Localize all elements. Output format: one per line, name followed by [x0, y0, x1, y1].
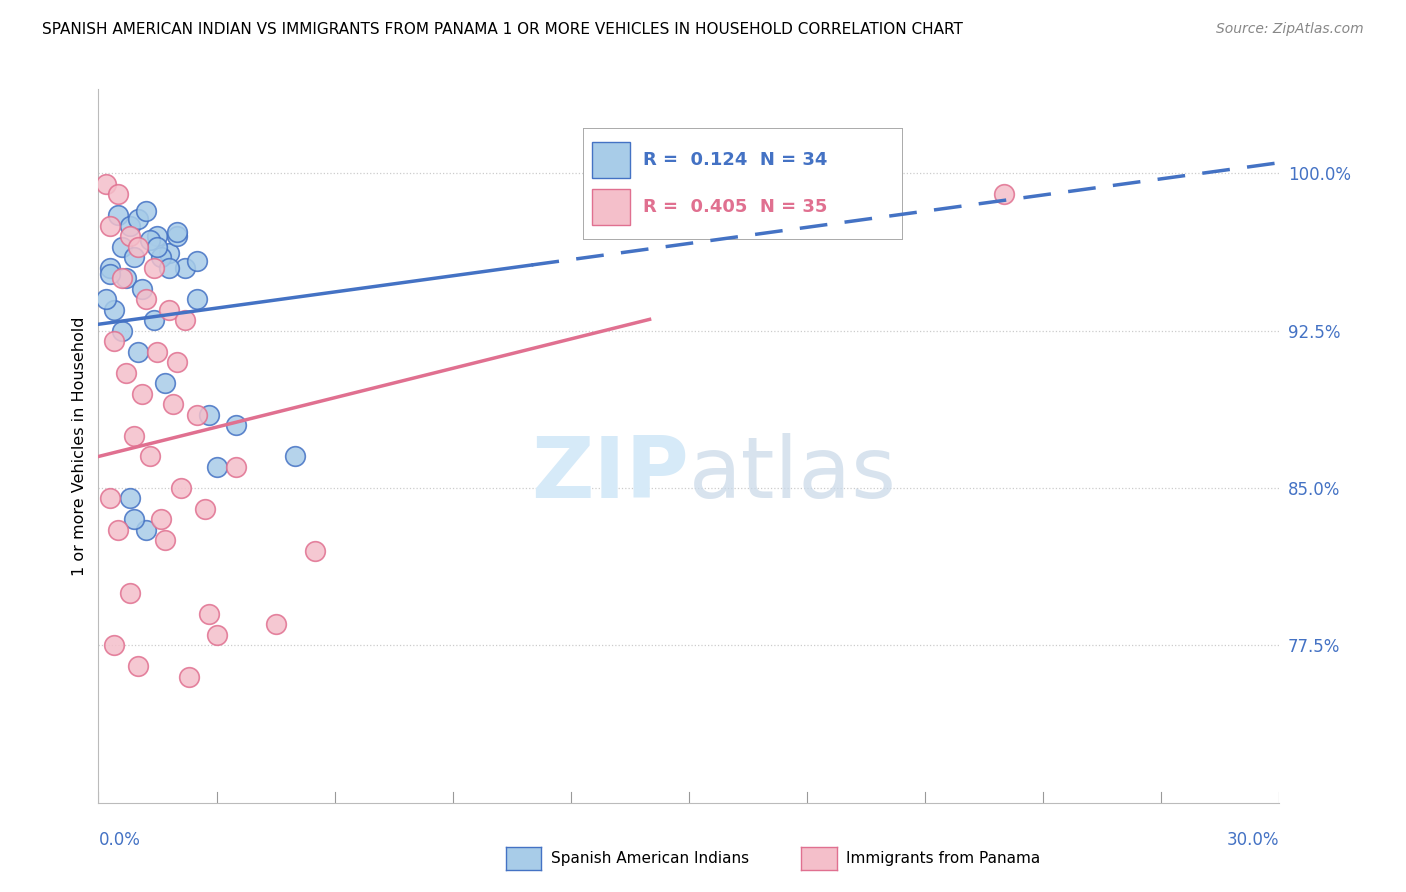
Point — [174, 313, 197, 327]
Point — [103, 639, 125, 653]
Point — [205, 460, 228, 475]
Point — [127, 239, 149, 253]
Text: Spanish American Indians: Spanish American Indians — [551, 851, 749, 865]
Point — [155, 376, 177, 390]
Point — [115, 366, 138, 380]
Point — [142, 313, 165, 327]
Point — [118, 219, 141, 233]
Point — [284, 450, 307, 464]
Point — [135, 292, 157, 306]
Point — [157, 246, 180, 260]
Point — [197, 607, 219, 621]
Point — [142, 260, 165, 275]
Point — [225, 417, 247, 432]
Point — [122, 250, 145, 264]
Point — [194, 502, 217, 516]
Point — [127, 212, 149, 227]
Point — [993, 187, 1015, 202]
Point — [155, 533, 177, 548]
Point — [98, 491, 121, 506]
Point — [304, 544, 326, 558]
Point — [138, 233, 160, 247]
Point — [174, 260, 197, 275]
Point — [264, 617, 287, 632]
Point — [98, 260, 121, 275]
Point — [107, 523, 129, 537]
Point — [118, 586, 141, 600]
Point — [131, 386, 153, 401]
Point — [135, 523, 157, 537]
Point — [111, 239, 134, 253]
Point — [107, 187, 129, 202]
Point — [177, 670, 200, 684]
Point — [186, 292, 208, 306]
Point — [98, 267, 121, 281]
Point — [138, 450, 160, 464]
Point — [122, 512, 145, 526]
Point — [150, 250, 173, 264]
Point — [122, 428, 145, 442]
Point — [111, 271, 134, 285]
Point — [225, 460, 247, 475]
Point — [115, 271, 138, 285]
Point — [166, 229, 188, 244]
Point — [157, 260, 180, 275]
Point — [157, 302, 180, 317]
Point — [118, 229, 141, 244]
Y-axis label: 1 or more Vehicles in Household: 1 or more Vehicles in Household — [72, 317, 87, 575]
Point — [96, 292, 118, 306]
Point — [118, 491, 141, 506]
Text: SPANISH AMERICAN INDIAN VS IMMIGRANTS FROM PANAMA 1 OR MORE VEHICLES IN HOUSEHOL: SPANISH AMERICAN INDIAN VS IMMIGRANTS FR… — [42, 22, 963, 37]
Text: 30.0%: 30.0% — [1227, 831, 1279, 849]
Point — [96, 177, 118, 191]
Point — [107, 208, 129, 222]
Point — [150, 512, 173, 526]
Point — [103, 334, 125, 348]
Point — [170, 481, 193, 495]
Point — [111, 324, 134, 338]
Text: atlas: atlas — [689, 433, 897, 516]
Text: Source: ZipAtlas.com: Source: ZipAtlas.com — [1216, 22, 1364, 37]
Point — [103, 302, 125, 317]
Point — [127, 659, 149, 673]
Point — [205, 628, 228, 642]
Point — [166, 225, 188, 239]
Text: 0.0%: 0.0% — [98, 831, 141, 849]
Text: Immigrants from Panama: Immigrants from Panama — [846, 851, 1040, 865]
Point — [146, 344, 169, 359]
Point — [162, 397, 184, 411]
Point — [166, 355, 188, 369]
Point — [186, 408, 208, 422]
Point — [127, 344, 149, 359]
Point — [186, 254, 208, 268]
Point — [146, 229, 169, 244]
Point — [135, 203, 157, 218]
Point — [146, 239, 169, 253]
Text: ZIP: ZIP — [531, 433, 689, 516]
Point — [197, 408, 219, 422]
Point — [131, 282, 153, 296]
Point — [98, 219, 121, 233]
